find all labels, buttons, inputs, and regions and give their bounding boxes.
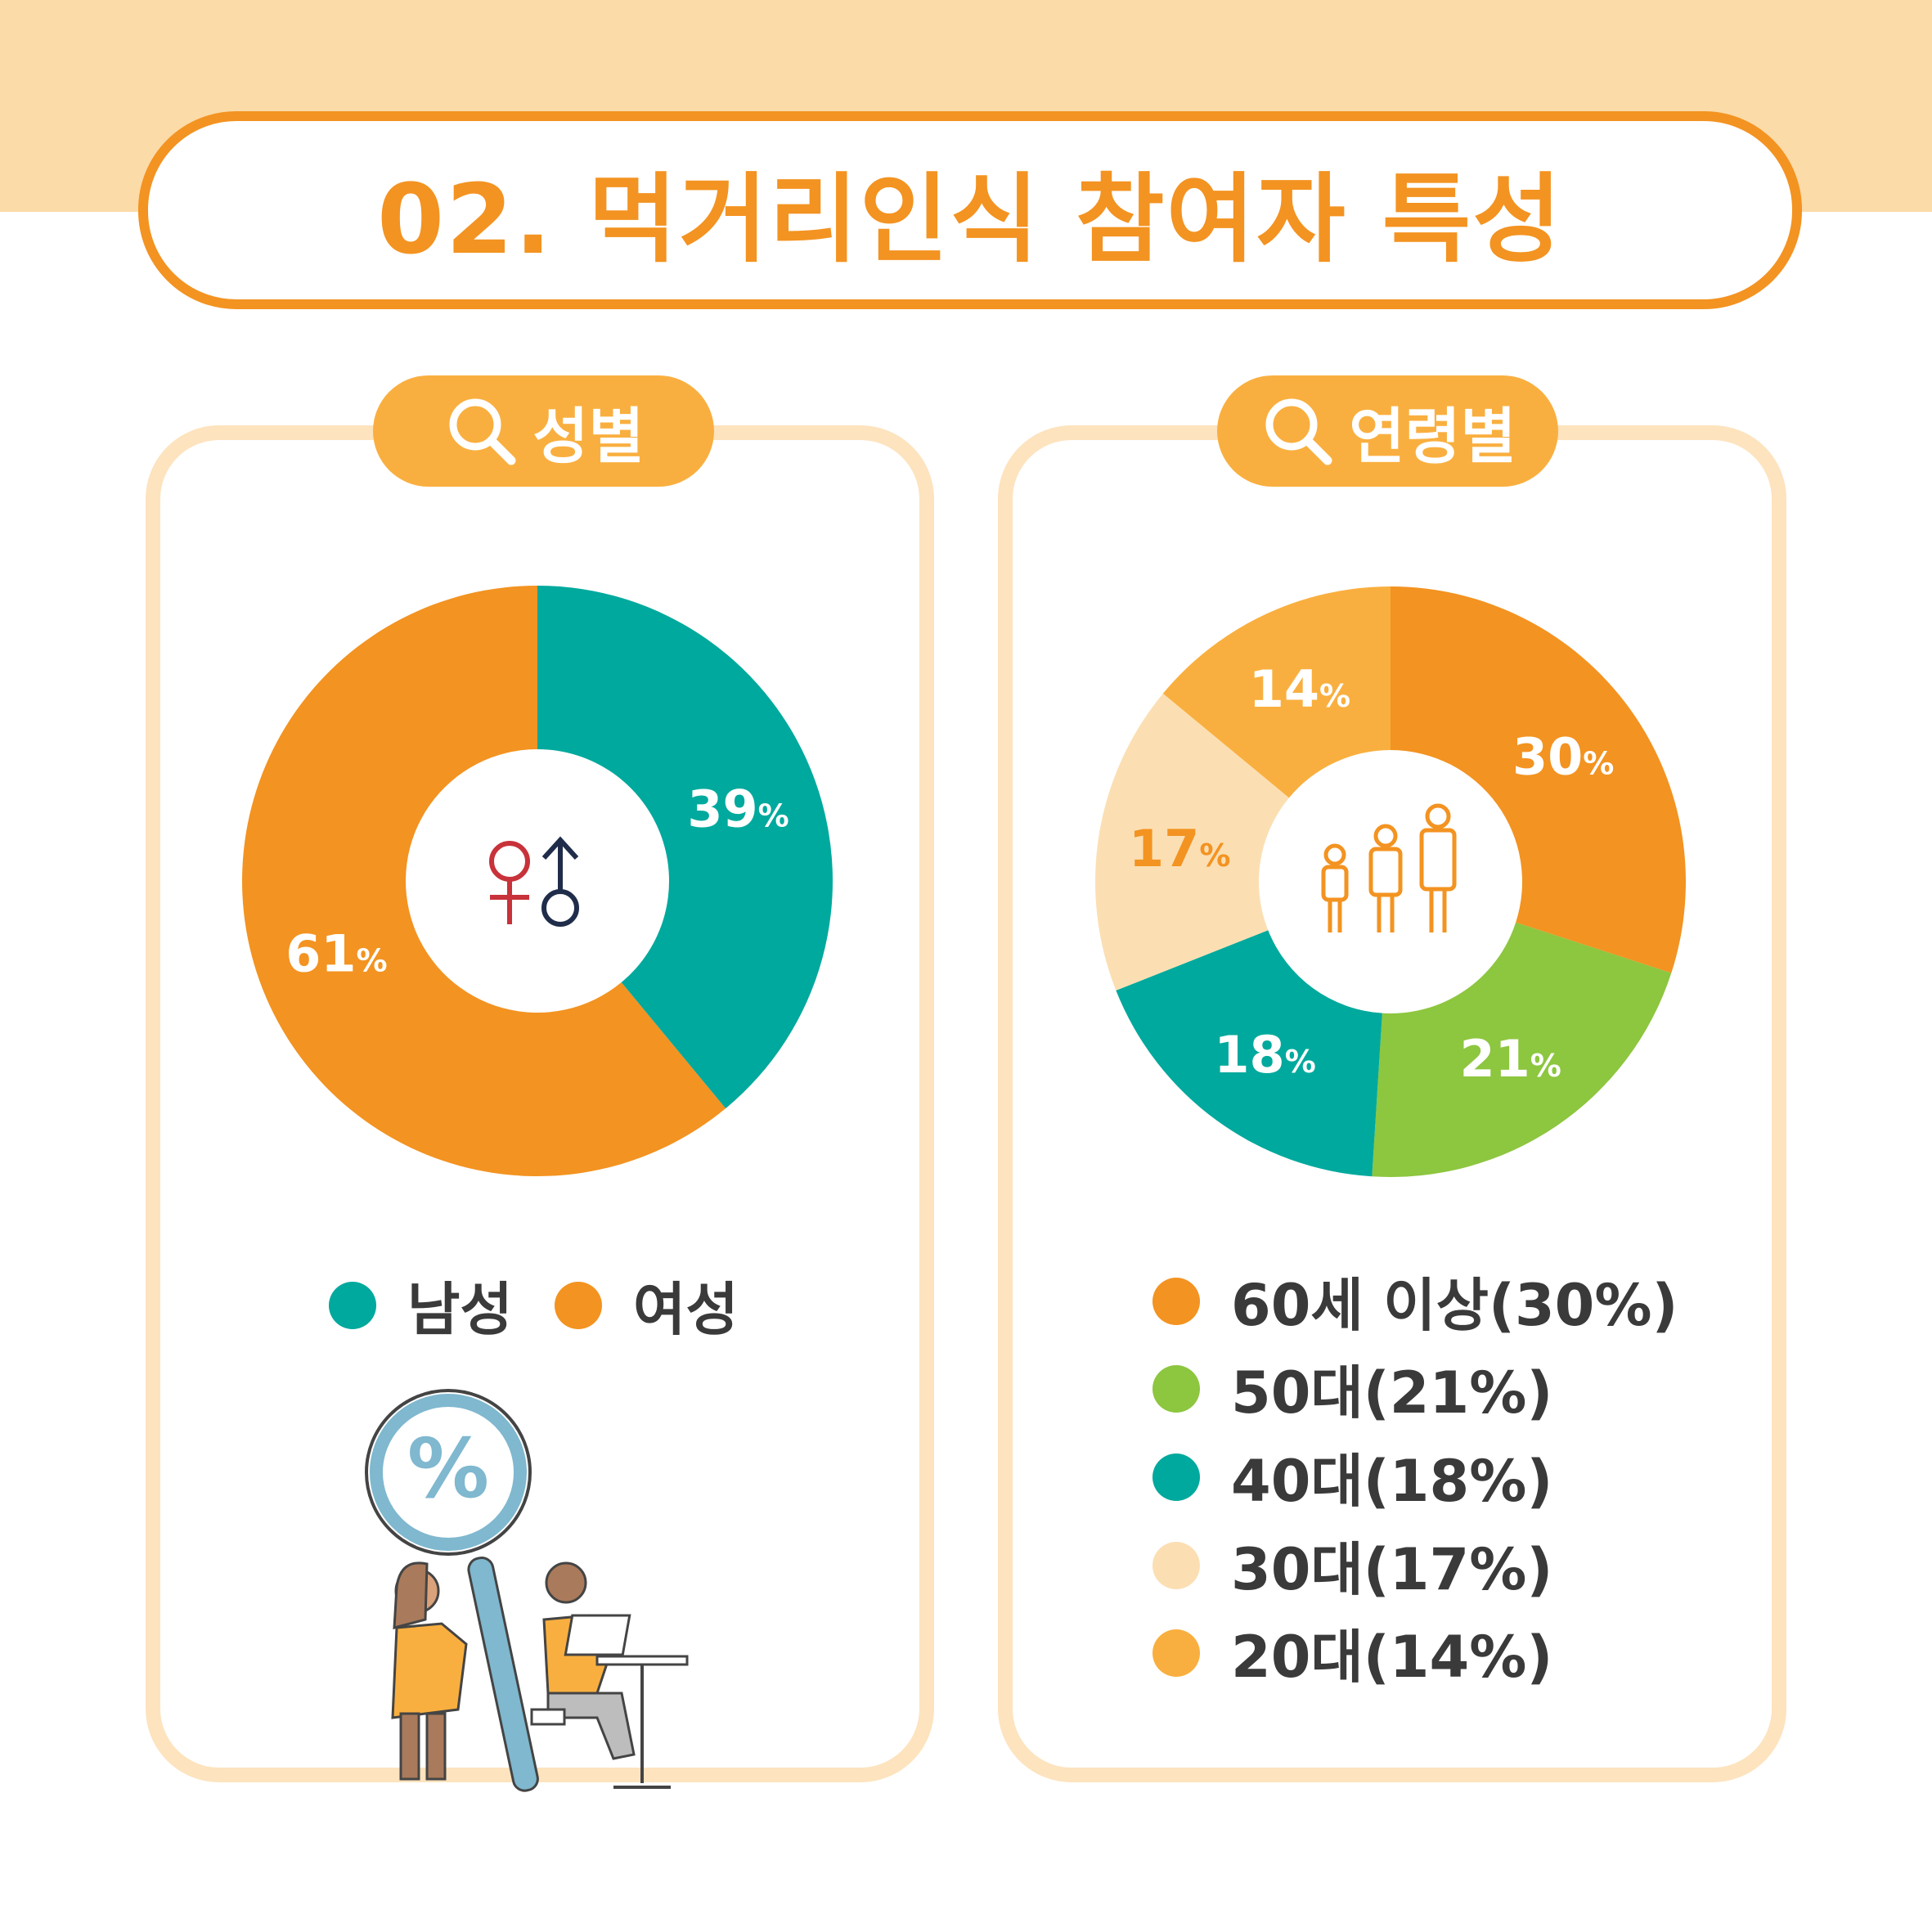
legend-item-30s: 30대(17%) (1152, 1524, 1552, 1606)
legend-item-50s: 50대(21%) (1152, 1347, 1552, 1430)
age-label: 연령별 (1349, 401, 1516, 472)
page-title: 02. 먹거리인식 참여자 특성 (377, 162, 1563, 276)
legend-label: 남성 (407, 1276, 513, 1343)
legend-label: 40대(18%) (1231, 1448, 1553, 1515)
legend-dot (555, 1281, 602, 1329)
legend-item-20s: 20대(14%) (1152, 1611, 1552, 1694)
magnifier-icon (449, 398, 516, 465)
legend-label: 30대(17%) (1231, 1536, 1553, 1603)
gender-symbol-icon (489, 836, 579, 927)
family-icon (1321, 803, 1457, 932)
legend-item-40s: 40대(18%) (1152, 1436, 1552, 1518)
magnifier-icon (1265, 398, 1332, 465)
svg-text:%: % (407, 1421, 489, 1516)
people-with-magnifier-illustration: % (365, 1389, 689, 1792)
legend-label: 60세 이상(30%) (1231, 1272, 1678, 1339)
legend-dot (1152, 1277, 1200, 1325)
title-banner: 02. 먹거리인식 참여자 특성 (138, 111, 1802, 309)
legend-label: 50대(21%) (1231, 1359, 1553, 1427)
legend-dot (329, 1281, 376, 1329)
legend-label: 20대(14%) (1231, 1624, 1553, 1691)
gender-section-label: 성별 (373, 375, 714, 487)
age-section-label: 연령별 (1217, 375, 1558, 487)
legend-dot (1152, 1541, 1200, 1589)
legend-dot (1152, 1453, 1200, 1501)
legend-item-male: 남성 (329, 1264, 513, 1346)
legend-dot (1152, 1364, 1200, 1413)
gender-label: 성별 (532, 401, 645, 472)
legend-label: 여성 (633, 1276, 739, 1343)
legend-dot (1152, 1629, 1200, 1677)
legend-item-female: 여성 (555, 1264, 739, 1346)
legend-item-60plus: 60세 이상(30%) (1152, 1260, 1678, 1342)
